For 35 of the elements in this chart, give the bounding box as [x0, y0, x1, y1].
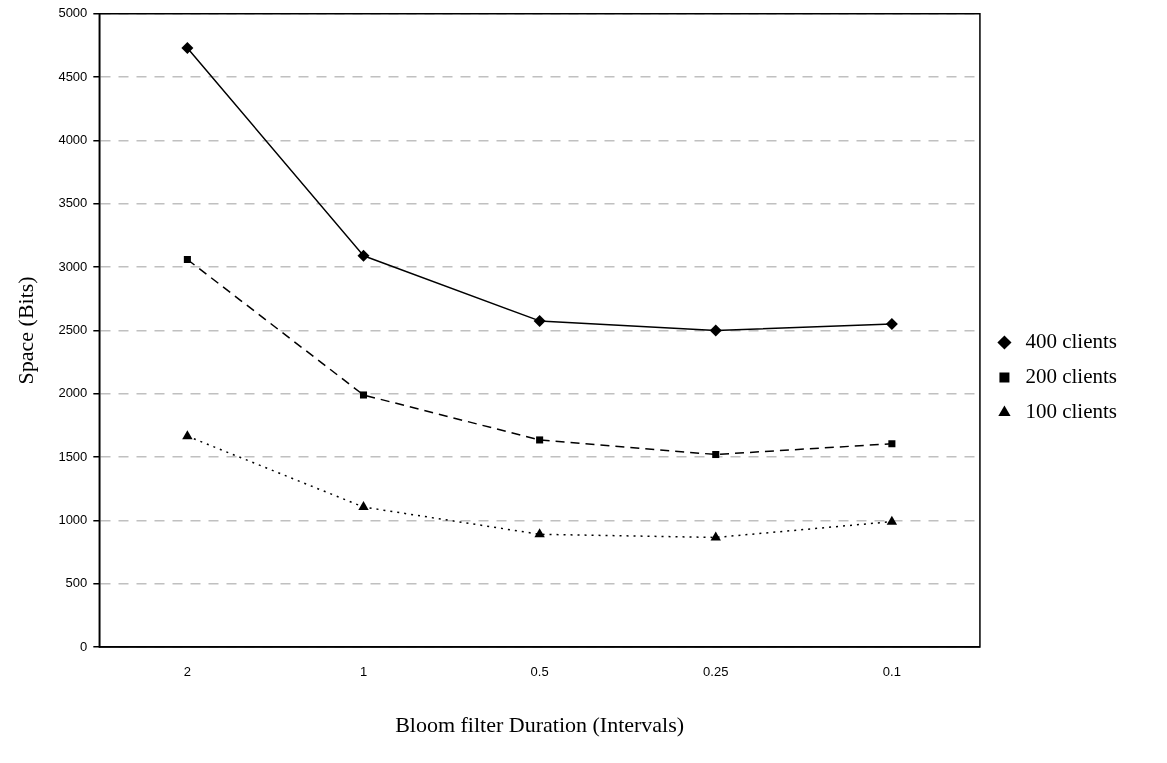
y-tick-label: 3500: [58, 195, 88, 211]
x-tick-label: 1: [359, 664, 368, 680]
y-tick-label: 4000: [58, 132, 88, 148]
point: [536, 436, 544, 444]
y-tick-label: 2000: [58, 385, 88, 401]
point: [885, 318, 898, 331]
y-tick-label: 1500: [58, 448, 88, 464]
point: [357, 249, 370, 262]
legend-label: 200 clients: [1025, 364, 1118, 389]
y-axis-title: Space (Bits): [12, 276, 38, 385]
x-tick-label: 2: [183, 664, 191, 680]
point: [534, 528, 545, 538]
point: [888, 440, 896, 448]
y-tick-label: 1000: [58, 511, 88, 527]
y-tick-label: 3000: [58, 258, 88, 274]
point: [709, 324, 722, 337]
y-tick-label: 4500: [58, 68, 88, 84]
point: [182, 430, 193, 440]
x-tick-label: 0.25: [703, 664, 729, 680]
legend-label: 100 clients: [1025, 399, 1118, 424]
y-tick-label: 5000: [58, 5, 88, 21]
point: [886, 515, 898, 525]
point: [183, 255, 191, 264]
y-tick-label: 500: [65, 575, 88, 591]
point: [359, 391, 368, 399]
x-axis-title: Bloom filter Duration (Intervals): [395, 711, 685, 737]
x-tick-label: 0.1: [882, 664, 901, 680]
legend-label: 400 clients: [1025, 329, 1118, 354]
point: [533, 314, 546, 327]
point: [358, 501, 369, 511]
x-tick-label: 0.5: [530, 664, 549, 680]
point: [712, 450, 720, 459]
y-tick-label: 0: [80, 638, 88, 654]
point: [181, 41, 194, 54]
y-tick-label: 2500: [58, 321, 88, 337]
